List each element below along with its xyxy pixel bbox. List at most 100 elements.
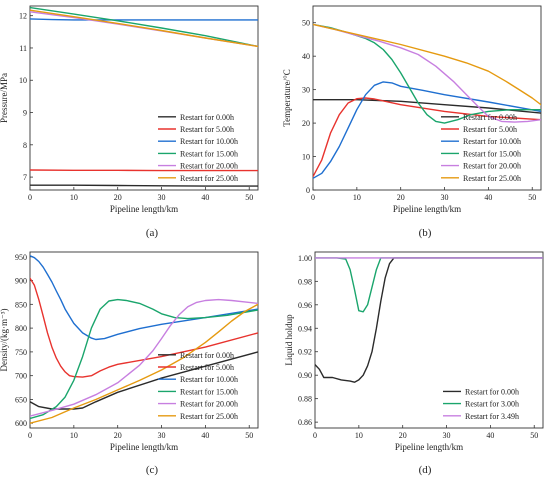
series-group <box>30 6 258 187</box>
legend-entry: Restart for 20.00h <box>463 162 521 171</box>
series-group <box>315 257 543 383</box>
series-line-6 <box>30 9 258 48</box>
x-tick-label: 50 <box>530 431 538 440</box>
legend: Restart for 0.00h Restart for 3.00h Restar… <box>443 387 519 421</box>
panel-label: (d) <box>419 464 432 476</box>
x-axis-label: Pipeline length/km <box>393 204 461 214</box>
y-tick-label: 950 <box>15 253 27 262</box>
legend-entry: Restart for 10.00h <box>463 137 521 146</box>
legend-entry: Restart for 25.00h <box>463 174 521 183</box>
series-group <box>313 23 541 180</box>
y-axis-label: Density/(kg·m⁻³) <box>0 309 9 372</box>
x-tick-label: 10 <box>353 193 361 202</box>
panel-label: (b) <box>419 227 432 239</box>
y-tick-label: 600 <box>15 419 27 428</box>
y-tick-label: 20 <box>302 119 310 128</box>
series-line-2 <box>30 277 258 378</box>
y-axis-label: Pressure/MPa <box>0 73 9 123</box>
series-line-2 <box>313 97 541 178</box>
series-line-3 <box>313 81 541 180</box>
legend-entry: Restart for 0.00h <box>180 351 234 360</box>
y-axis-label: Liquid holdup <box>284 314 294 366</box>
legend-entry: Restart for 20.00h <box>180 400 238 409</box>
y-tick-label: 30 <box>302 86 310 95</box>
series-line-1 <box>313 98 541 114</box>
legend: Restart for 0.00h Restart for 5.00h Restar… <box>441 113 521 183</box>
y-tick-label: 0.96 <box>298 301 312 310</box>
chart-panel-c: 0 10 20 30 40 50 600 650 700 750 800 850 900 950 Pipel… <box>0 251 259 452</box>
x-tick-label: 20 <box>114 193 122 202</box>
y-tick-label: 10 <box>302 153 310 162</box>
y-tick-label: 650 <box>15 395 27 404</box>
chart-panel-b: 0 10 20 30 40 50 0 10 20 30 40 50 Pipeline length/km… <box>282 5 542 214</box>
series-line-2 <box>30 169 258 172</box>
x-axis-label: Pipeline length/km <box>395 442 463 452</box>
y-tick-label: 900 <box>15 277 27 286</box>
series-line-5 <box>30 298 258 417</box>
series-line-3 <box>30 255 258 341</box>
series-line-4 <box>30 6 258 48</box>
y-tick-label: 1.00 <box>298 254 312 263</box>
panel-label: (a) <box>146 227 159 239</box>
x-axis-label: Pipeline length/km <box>110 204 178 214</box>
y-tick-label: 850 <box>15 300 27 309</box>
legend-entry: Restart for 0.00h <box>465 387 519 396</box>
x-tick-label: 30 <box>443 431 451 440</box>
y-tick-label: 0.86 <box>298 418 312 427</box>
legend-entry: Restart for 25.00h <box>180 174 238 183</box>
y-tick-label: 0.88 <box>298 395 312 404</box>
y-tick-label: 9 <box>23 109 27 118</box>
legend-entry: Restart for 10.00h <box>180 137 238 146</box>
x-tick-label: 20 <box>397 193 405 202</box>
legend-entry: Restart for 15.00h <box>180 387 238 396</box>
y-tick-label: 0.94 <box>298 324 312 333</box>
series-line-5 <box>313 23 541 123</box>
x-tick-label: 10 <box>70 431 78 440</box>
legend-entry: Restart for 10.00h <box>180 375 238 384</box>
series-line-3 <box>30 18 258 21</box>
legend-entry: Restart for 3.00h <box>465 400 519 409</box>
y-tick-label: 8 <box>23 141 27 150</box>
x-tick-label: 0 <box>311 193 315 202</box>
legend: Restart for 0.00h Restart for 5.00h Restar… <box>158 113 238 183</box>
x-tick-label: 30 <box>441 193 449 202</box>
series-line-6 <box>30 303 258 424</box>
series-line-6 <box>313 23 541 106</box>
series-line-1 <box>30 351 258 410</box>
series-line-1 <box>315 257 543 383</box>
y-tick-label: 750 <box>15 348 27 357</box>
y-tick-label: 10 <box>19 76 27 85</box>
y-tick-label: 700 <box>15 372 27 381</box>
x-axis-label: Pipeline length/km <box>110 442 178 452</box>
y-axis-label: Temperature/°C <box>282 69 292 126</box>
x-tick-label: 0 <box>313 431 317 440</box>
plot-frame <box>29 5 259 191</box>
x-tick-label: 0 <box>28 193 32 202</box>
chart-panel-a: 0 10 20 30 40 50 7 8 9 10 11 12 Pipeline length/km Pr… <box>0 5 259 214</box>
plot-frame <box>312 5 542 191</box>
y-tick-label: 40 <box>302 52 310 61</box>
legend-entry: Restart for 5.00h <box>180 125 234 134</box>
y-tick-label: 11 <box>19 44 27 53</box>
legend-entry: Restart for 20.00h <box>180 162 238 171</box>
x-tick-label: 0 <box>28 431 32 440</box>
legend-entry: Restart for 15.00h <box>463 149 521 158</box>
legend-entry: Restart for 0.00h <box>180 113 234 122</box>
legend-entry: Restart for 15.00h <box>180 149 238 158</box>
y-tick-label: 7 <box>23 173 27 182</box>
legend-entry: Restart for 25.00h <box>180 412 238 421</box>
x-tick-label: 40 <box>484 193 492 202</box>
legend-entry: Restart for 5.00h <box>180 363 234 372</box>
y-tick-label: 0.92 <box>298 348 312 357</box>
y-tick-label: 800 <box>15 324 27 333</box>
y-tick-label: 0 <box>306 186 310 195</box>
panel-label: (c) <box>146 464 159 476</box>
series-line-1 <box>30 184 258 187</box>
x-tick-label: 50 <box>245 193 253 202</box>
plot-frame <box>314 251 544 429</box>
legend-entry: Restart for 5.00h <box>463 125 517 134</box>
x-tick-label: 20 <box>114 431 122 440</box>
y-tick-label: 50 <box>302 19 310 28</box>
